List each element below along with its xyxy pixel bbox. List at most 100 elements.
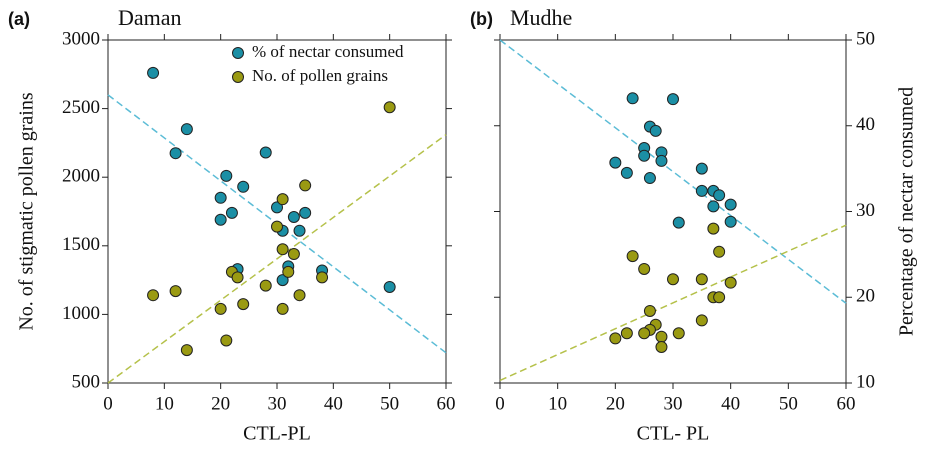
point	[667, 93, 679, 106]
point	[287, 210, 300, 223]
point	[214, 191, 227, 204]
point	[237, 180, 250, 193]
x-tick-label: 60	[437, 393, 456, 414]
y-axis-label: No. of stigmatic pollen grains	[16, 92, 38, 331]
point	[259, 279, 272, 292]
point	[626, 92, 639, 105]
plot-frame	[499, 39, 847, 384]
x-tick-label: 20	[606, 393, 625, 414]
point	[225, 206, 238, 219]
x-tick-label: 10	[548, 393, 567, 414]
y2-tick-label: 30	[856, 200, 875, 221]
legend-marker	[232, 47, 244, 59]
point	[271, 201, 283, 214]
x-tick-label: 40	[324, 393, 343, 414]
point	[293, 224, 306, 237]
trendline	[107, 134, 447, 384]
y2-tick-label: 20	[856, 286, 875, 307]
x-axis-label: CTL- PL	[637, 423, 710, 445]
point	[293, 289, 306, 302]
point	[655, 154, 668, 167]
x-tick-label: 30	[664, 393, 683, 414]
y-tick-label: 3000	[62, 28, 100, 49]
x-tick-label: 0	[103, 393, 113, 414]
x-tick-label: 50	[380, 393, 399, 414]
point	[169, 147, 182, 160]
point	[214, 302, 227, 315]
point	[299, 206, 312, 219]
point	[276, 274, 289, 287]
point	[695, 162, 708, 175]
point	[180, 344, 193, 357]
x-tick-label: 60	[837, 393, 856, 414]
x-tick-label: 50	[779, 393, 798, 414]
point	[609, 332, 622, 345]
point	[695, 184, 708, 197]
point	[620, 166, 633, 179]
point	[169, 285, 182, 298]
point	[655, 340, 668, 353]
point	[259, 146, 272, 159]
point	[695, 314, 708, 327]
point	[271, 220, 283, 233]
point	[276, 302, 289, 315]
trendline	[499, 39, 847, 304]
point	[707, 200, 720, 213]
x-tick-label: 10	[155, 393, 174, 414]
legend-marker	[232, 71, 244, 83]
point	[299, 179, 312, 192]
point	[276, 243, 289, 256]
y-tick-label: 2000	[62, 166, 100, 187]
point	[147, 289, 160, 302]
y-tick-label: 1000	[62, 303, 100, 324]
point	[672, 216, 685, 229]
point	[713, 189, 726, 202]
point	[316, 271, 329, 284]
trendline	[499, 224, 847, 382]
point	[383, 280, 396, 293]
y-tick-label: 500	[72, 371, 101, 392]
point	[231, 271, 244, 284]
legend-label: No. of pollen grains	[252, 66, 388, 85]
point	[180, 123, 193, 136]
point	[643, 172, 656, 185]
point	[638, 149, 651, 162]
point	[655, 330, 668, 343]
x-axis-label: CTL-PL	[243, 423, 311, 445]
y-tick-label: 1500	[62, 234, 100, 255]
point	[287, 248, 300, 261]
point	[237, 298, 250, 311]
x-tick-label: 0	[495, 393, 505, 414]
point	[672, 327, 685, 340]
point	[724, 215, 737, 228]
x-tick-label: 40	[721, 393, 740, 414]
point	[713, 245, 726, 258]
x-tick-label: 20	[211, 393, 230, 414]
point	[643, 304, 656, 317]
point	[707, 222, 720, 235]
chart-title: Daman	[118, 5, 182, 30]
point	[220, 334, 233, 347]
y2-axis-label: Percentage of nectar consumed	[896, 87, 918, 336]
point	[713, 291, 726, 304]
point	[276, 193, 289, 206]
point	[620, 327, 633, 340]
legend-label: % of nectar consumed	[252, 42, 404, 61]
point	[147, 66, 160, 79]
point	[649, 124, 662, 137]
panel-label: (a)	[8, 9, 30, 29]
point	[638, 327, 651, 340]
point	[609, 156, 622, 169]
point	[638, 262, 651, 275]
point	[724, 198, 737, 211]
point	[667, 273, 679, 286]
point	[724, 276, 737, 289]
y2-tick-label: 50	[856, 28, 875, 49]
chart-title: Mudhe	[510, 5, 572, 30]
point	[695, 273, 708, 286]
y2-tick-label: 40	[856, 114, 875, 135]
panel-label: (b)	[470, 9, 493, 29]
point	[282, 265, 295, 278]
point	[626, 250, 639, 263]
